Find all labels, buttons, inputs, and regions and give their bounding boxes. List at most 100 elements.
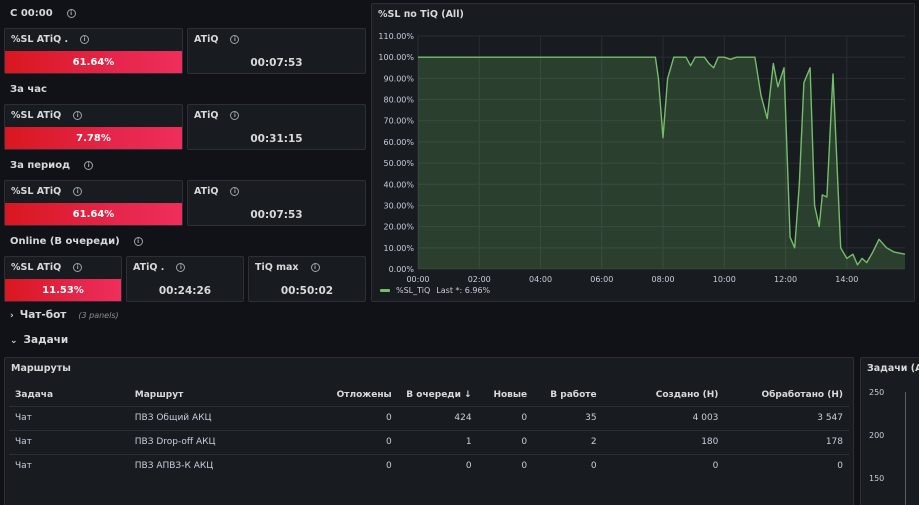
series-line — [418, 56, 906, 266]
series-area — [418, 57, 905, 270]
info-icon[interactable]: i — [230, 35, 240, 44]
section-per-period: За период i — [10, 160, 94, 171]
column-header[interactable]: В работе — [550, 389, 597, 400]
stat-value: 7.78% — [5, 127, 182, 149]
info-icon[interactable]: i — [230, 111, 240, 120]
stat-title: ATiQ . — [133, 262, 165, 273]
info-icon[interactable]: i — [176, 263, 186, 272]
column-header[interactable]: Создано (Н) — [655, 389, 719, 400]
y-tick-label: 100.00% — [378, 53, 414, 62]
cell-deferred: 0 — [285, 405, 398, 430]
x-tick-label: 08:00 — [652, 275, 675, 284]
cell-created: 180 — [602, 429, 725, 454]
cell-in-progress: 2 — [533, 429, 603, 454]
info-icon[interactable]: i — [73, 187, 83, 196]
cell-in-progress: 0 — [533, 453, 603, 478]
stat-value: 00:24:26 — [158, 285, 212, 297]
y-tick-label: 30.00% — [383, 201, 414, 210]
info-icon[interactable]: i — [73, 111, 83, 120]
cell-route: ПВЗ Общий АКЦ — [128, 405, 286, 430]
table-row[interactable]: Чат ПВЗ АПВЗ-К АКЦ 0 0 0 0 0 0 — [9, 453, 849, 478]
column-header[interactable]: Отложены — [336, 389, 392, 400]
stat-panel-sl-per-hour[interactable]: %SL ATiQ i 7.78% — [4, 104, 183, 150]
table-row[interactable]: Чат ПВЗ Drop-off АКЦ 0 1 0 2 180 178 — [9, 429, 849, 454]
info-icon[interactable]: i — [66, 9, 76, 18]
section-per-hour: За час — [10, 84, 47, 95]
column-header[interactable]: Маршрут — [134, 389, 184, 400]
y-tick-label: 250 — [869, 388, 885, 397]
x-tick-label: 06:00 — [590, 275, 613, 284]
info-icon[interactable]: i — [133, 237, 143, 246]
tasks-all-panel[interactable]: Задачи (All 250 200 150 — [860, 357, 919, 505]
y-tick-label: 20.00% — [383, 223, 414, 232]
panel-title: Маршруты — [11, 363, 71, 374]
stat-title: %SL ATiQ — [11, 110, 62, 121]
table-header-row: Задача Маршрут Отложены В очереди ↓ Новы… — [9, 384, 849, 406]
stat-panel-sl-online[interactable]: %SL ATiQ i 11.53% — [4, 256, 122, 302]
table-row[interactable]: Чат ПВЗ Общий АКЦ 0 424 0 35 4 003 3 547 — [9, 405, 849, 430]
cell-task: Чат — [9, 429, 129, 454]
cell-processed: 3 547 — [724, 405, 849, 430]
cell-queued: 0 — [397, 453, 478, 478]
chart-panel-sl-tiq[interactable]: %SL по TiQ (All) 0.00% 10.00% 20.00% 30.00%… — [371, 3, 915, 302]
x-tick-label: 04:00 — [529, 275, 552, 284]
row-chatbot[interactable]: › Чат-бот (3 panels) — [10, 309, 119, 321]
stat-title: ATiQ — [194, 110, 219, 121]
cell-route: ПВЗ Drop-off АКЦ — [128, 429, 286, 454]
info-icon[interactable]: i — [80, 35, 90, 44]
cell-queued: 1 — [397, 429, 478, 454]
legend-last-value: Last *: 6.96% — [436, 286, 491, 295]
column-header[interactable]: Задача — [15, 389, 54, 400]
info-icon[interactable]: i — [230, 187, 240, 196]
sort-desc-icon: ↓ — [464, 389, 472, 400]
stat-title: ATiQ — [194, 34, 219, 45]
chevron-right-icon: › — [10, 311, 14, 321]
stat-value: 00:07:53 — [250, 209, 303, 221]
row-tasks[interactable]: ⌄ Задачи — [10, 334, 68, 346]
column-header[interactable]: Новые — [493, 389, 528, 400]
stat-panel-atiq-per-period[interactable]: ATiQ i 00:07:53 — [187, 180, 366, 226]
y-tick-label: 10.00% — [383, 244, 414, 253]
legend-swatch — [380, 289, 390, 292]
y-tick-label: 60.00% — [383, 138, 414, 147]
y-tick-label: 80.00% — [383, 96, 414, 105]
cell-created: 4 003 — [602, 405, 725, 430]
cell-task: Чат — [9, 405, 129, 430]
stat-panel-sl-per-period[interactable]: %SL ATiQ i 61.64% — [4, 180, 183, 226]
stat-value: 61.64% — [5, 51, 182, 73]
cell-created: 0 — [602, 453, 725, 478]
stat-value: 61.64% — [5, 203, 182, 225]
chart-legend[interactable]: %SL_TiQ Last *: 6.96% — [380, 286, 490, 295]
legend-series-name: %SL_TiQ — [396, 286, 431, 295]
column-header-sorted[interactable]: В очереди ↓ — [406, 389, 472, 400]
column-header[interactable]: Обработано (Н) — [761, 389, 843, 400]
info-icon[interactable]: i — [310, 263, 320, 272]
y-tick-label: 110.00% — [378, 32, 414, 41]
stat-panel-sl-since-midnight[interactable]: %SL ATiQ . i 61.64% — [4, 28, 183, 74]
stat-value: 00:50:02 — [280, 285, 334, 297]
row-title: Задачи — [23, 334, 69, 346]
cell-new: 0 — [477, 429, 534, 454]
x-tick-label: 10:00 — [713, 275, 736, 284]
stat-panel-atiq-per-hour[interactable]: ATiQ i 00:31:15 — [187, 104, 366, 150]
stat-panel-atiq-since-midnight[interactable]: ATiQ i 00:07:53 — [187, 28, 366, 74]
section-online-queue: Online (В очереди) i — [10, 236, 143, 247]
y-tick-label: 40.00% — [383, 180, 414, 189]
cell-processed: 0 — [724, 453, 849, 478]
panel-title: Задачи (All — [867, 363, 919, 374]
stat-title: %SL ATiQ . — [11, 34, 69, 45]
info-icon[interactable]: i — [84, 161, 94, 170]
x-tick-label: 14:00 — [835, 275, 858, 284]
stat-title: ATiQ — [194, 186, 219, 197]
stat-panel-atiq-online[interactable]: ATiQ . i 00:24:26 — [126, 256, 244, 302]
y-tick-label: 0.00% — [389, 265, 415, 274]
y-tick-label: 50.00% — [383, 159, 414, 168]
routes-panel[interactable]: Маршруты Задача Маршрут Отложены В очере… — [4, 357, 854, 505]
sl-tiq-chart[interactable]: 0.00% 10.00% 20.00% 30.00% 40.00% 50.00% 60.00… — [372, 4, 916, 303]
y-tick-label: 200 — [869, 431, 885, 440]
cell-new: 0 — [477, 405, 534, 430]
cell-processed: 178 — [724, 429, 849, 454]
info-icon[interactable]: i — [73, 263, 83, 272]
stat-panel-tiq-max-online[interactable]: TiQ max i 00:50:02 — [248, 256, 366, 302]
stat-value: 00:07:53 — [250, 57, 303, 69]
